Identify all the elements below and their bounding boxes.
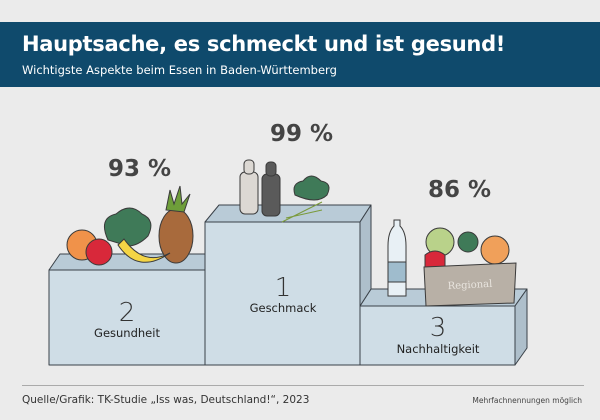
podium-side-1 bbox=[359, 204, 372, 307]
footnote: Mehrfachnennungen möglich bbox=[472, 396, 582, 405]
source-text: Quelle/Grafik: TK-Studie „Iss was, Deuts… bbox=[22, 394, 310, 406]
value-label-nachhaltigkeit: 86 % bbox=[428, 177, 492, 203]
spices-illustration bbox=[239, 159, 330, 223]
category-label-gesundheit: Gesundheit bbox=[94, 326, 160, 340]
header-banner: Hauptsache, es schmeckt und ist gesund! … bbox=[0, 22, 600, 87]
rank-2: 2 bbox=[118, 298, 136, 328]
crate-illustration bbox=[387, 219, 517, 307]
footer-divider bbox=[22, 385, 584, 386]
category-label-nachhaltigkeit: Nachhaltigkeit bbox=[396, 342, 480, 356]
fruit-illustration bbox=[66, 185, 194, 266]
value-label-gesundheit: 93 % bbox=[108, 156, 172, 182]
podium-bar-1 bbox=[204, 221, 361, 366]
chart-subtitle: Wichtigste Aspekte beim Essen in Baden-W… bbox=[22, 63, 337, 77]
rank-3: 3 bbox=[429, 313, 447, 343]
chart-title: Hauptsache, es schmeckt und ist gesund! bbox=[22, 32, 506, 56]
category-label-geschmack: Geschmack bbox=[249, 301, 317, 315]
value-label-geschmack: 99 % bbox=[270, 121, 334, 147]
rank-1: 1 bbox=[274, 273, 292, 303]
